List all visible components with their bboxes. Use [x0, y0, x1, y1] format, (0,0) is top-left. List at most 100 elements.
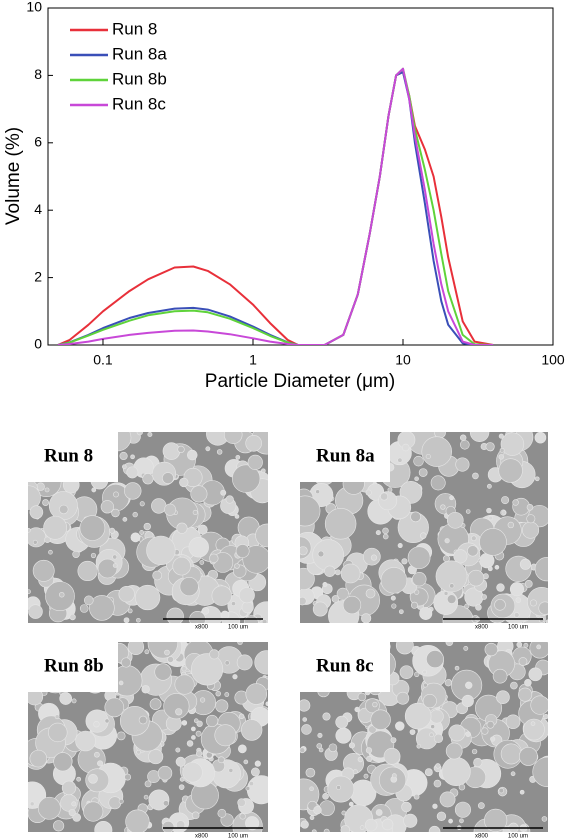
- legend-label: Run 8a: [112, 44, 167, 63]
- particle: [122, 464, 127, 470]
- particle: [340, 563, 361, 584]
- particle: [182, 762, 203, 783]
- particle: [192, 509, 198, 515]
- particle: [319, 800, 335, 817]
- particle: [217, 756, 225, 764]
- particle: [52, 820, 65, 832]
- particle: [36, 482, 45, 491]
- particle: [311, 829, 317, 832]
- particle: [530, 695, 548, 715]
- particle: [404, 702, 432, 730]
- particle: [61, 780, 77, 796]
- particle: [413, 793, 420, 800]
- particle: [453, 549, 468, 564]
- particle: [237, 798, 246, 807]
- particle: [144, 649, 150, 655]
- particle: [240, 719, 263, 741]
- particle: [246, 775, 268, 805]
- particle: [397, 457, 403, 463]
- particle: [505, 714, 521, 730]
- particle: [77, 560, 98, 582]
- particle: [44, 487, 50, 493]
- particle: [446, 511, 464, 529]
- particle: [509, 582, 525, 597]
- particle: [510, 771, 516, 777]
- particle: [130, 532, 141, 543]
- particle: [236, 654, 253, 671]
- particle: [395, 642, 414, 655]
- particle: [112, 563, 118, 568]
- particle: [524, 679, 532, 687]
- particle: [460, 439, 470, 450]
- particle: [300, 495, 321, 527]
- particle: [118, 798, 124, 804]
- particle: [433, 733, 444, 744]
- particle: [494, 599, 506, 611]
- particle: [416, 743, 422, 749]
- particle: [254, 760, 261, 767]
- particle: [300, 596, 307, 606]
- particle: [224, 692, 230, 697]
- particle: [179, 777, 185, 782]
- particle: [430, 724, 435, 729]
- particle: [485, 442, 495, 452]
- particle: [429, 732, 434, 738]
- particle: [498, 433, 504, 439]
- particle: [206, 714, 219, 728]
- particle: [401, 443, 410, 452]
- y-tick-label: 4: [34, 201, 42, 217]
- particle: [71, 801, 77, 807]
- particle: [175, 756, 186, 767]
- particle: [484, 808, 508, 832]
- particle: [122, 517, 128, 522]
- particle: [375, 530, 381, 536]
- particle: [464, 603, 470, 609]
- particle: [164, 503, 177, 516]
- particle: [425, 453, 431, 460]
- magnification: x800: [195, 834, 209, 840]
- particle: [175, 747, 181, 753]
- particle: [238, 713, 245, 720]
- particle: [28, 604, 43, 619]
- particle: [179, 577, 199, 597]
- particle: [147, 432, 153, 437]
- particle: [541, 816, 548, 822]
- particle: [196, 750, 203, 757]
- particle: [496, 583, 505, 592]
- particle: [433, 779, 442, 788]
- particle: [401, 801, 412, 813]
- particle: [513, 612, 520, 618]
- particle: [380, 492, 389, 501]
- particle: [28, 589, 31, 595]
- particle: [324, 565, 336, 577]
- particle: [181, 666, 187, 672]
- particle: [496, 690, 510, 705]
- particle: [104, 697, 125, 718]
- particle: [32, 559, 55, 582]
- particle: [175, 708, 183, 716]
- particle: [354, 706, 360, 713]
- particle: [97, 558, 118, 579]
- particle: [89, 595, 115, 621]
- particle: [215, 699, 229, 713]
- magnification: x800: [195, 625, 209, 631]
- particle: [238, 587, 255, 604]
- particle: [487, 483, 492, 489]
- particle: [90, 552, 97, 559]
- particle: [187, 449, 198, 461]
- particle: [501, 510, 507, 515]
- particle: [372, 701, 378, 708]
- scale-label: 100 um: [228, 834, 248, 840]
- particle: [336, 587, 349, 600]
- particle: [172, 556, 191, 576]
- particle: [144, 780, 152, 788]
- particle: [195, 730, 202, 737]
- particle: [135, 584, 161, 611]
- particle: [88, 773, 98, 784]
- particle: [148, 789, 170, 811]
- particle: [524, 579, 533, 588]
- particle: [484, 642, 498, 657]
- particle: [301, 724, 312, 735]
- particle: [518, 687, 533, 702]
- particle: [317, 550, 325, 558]
